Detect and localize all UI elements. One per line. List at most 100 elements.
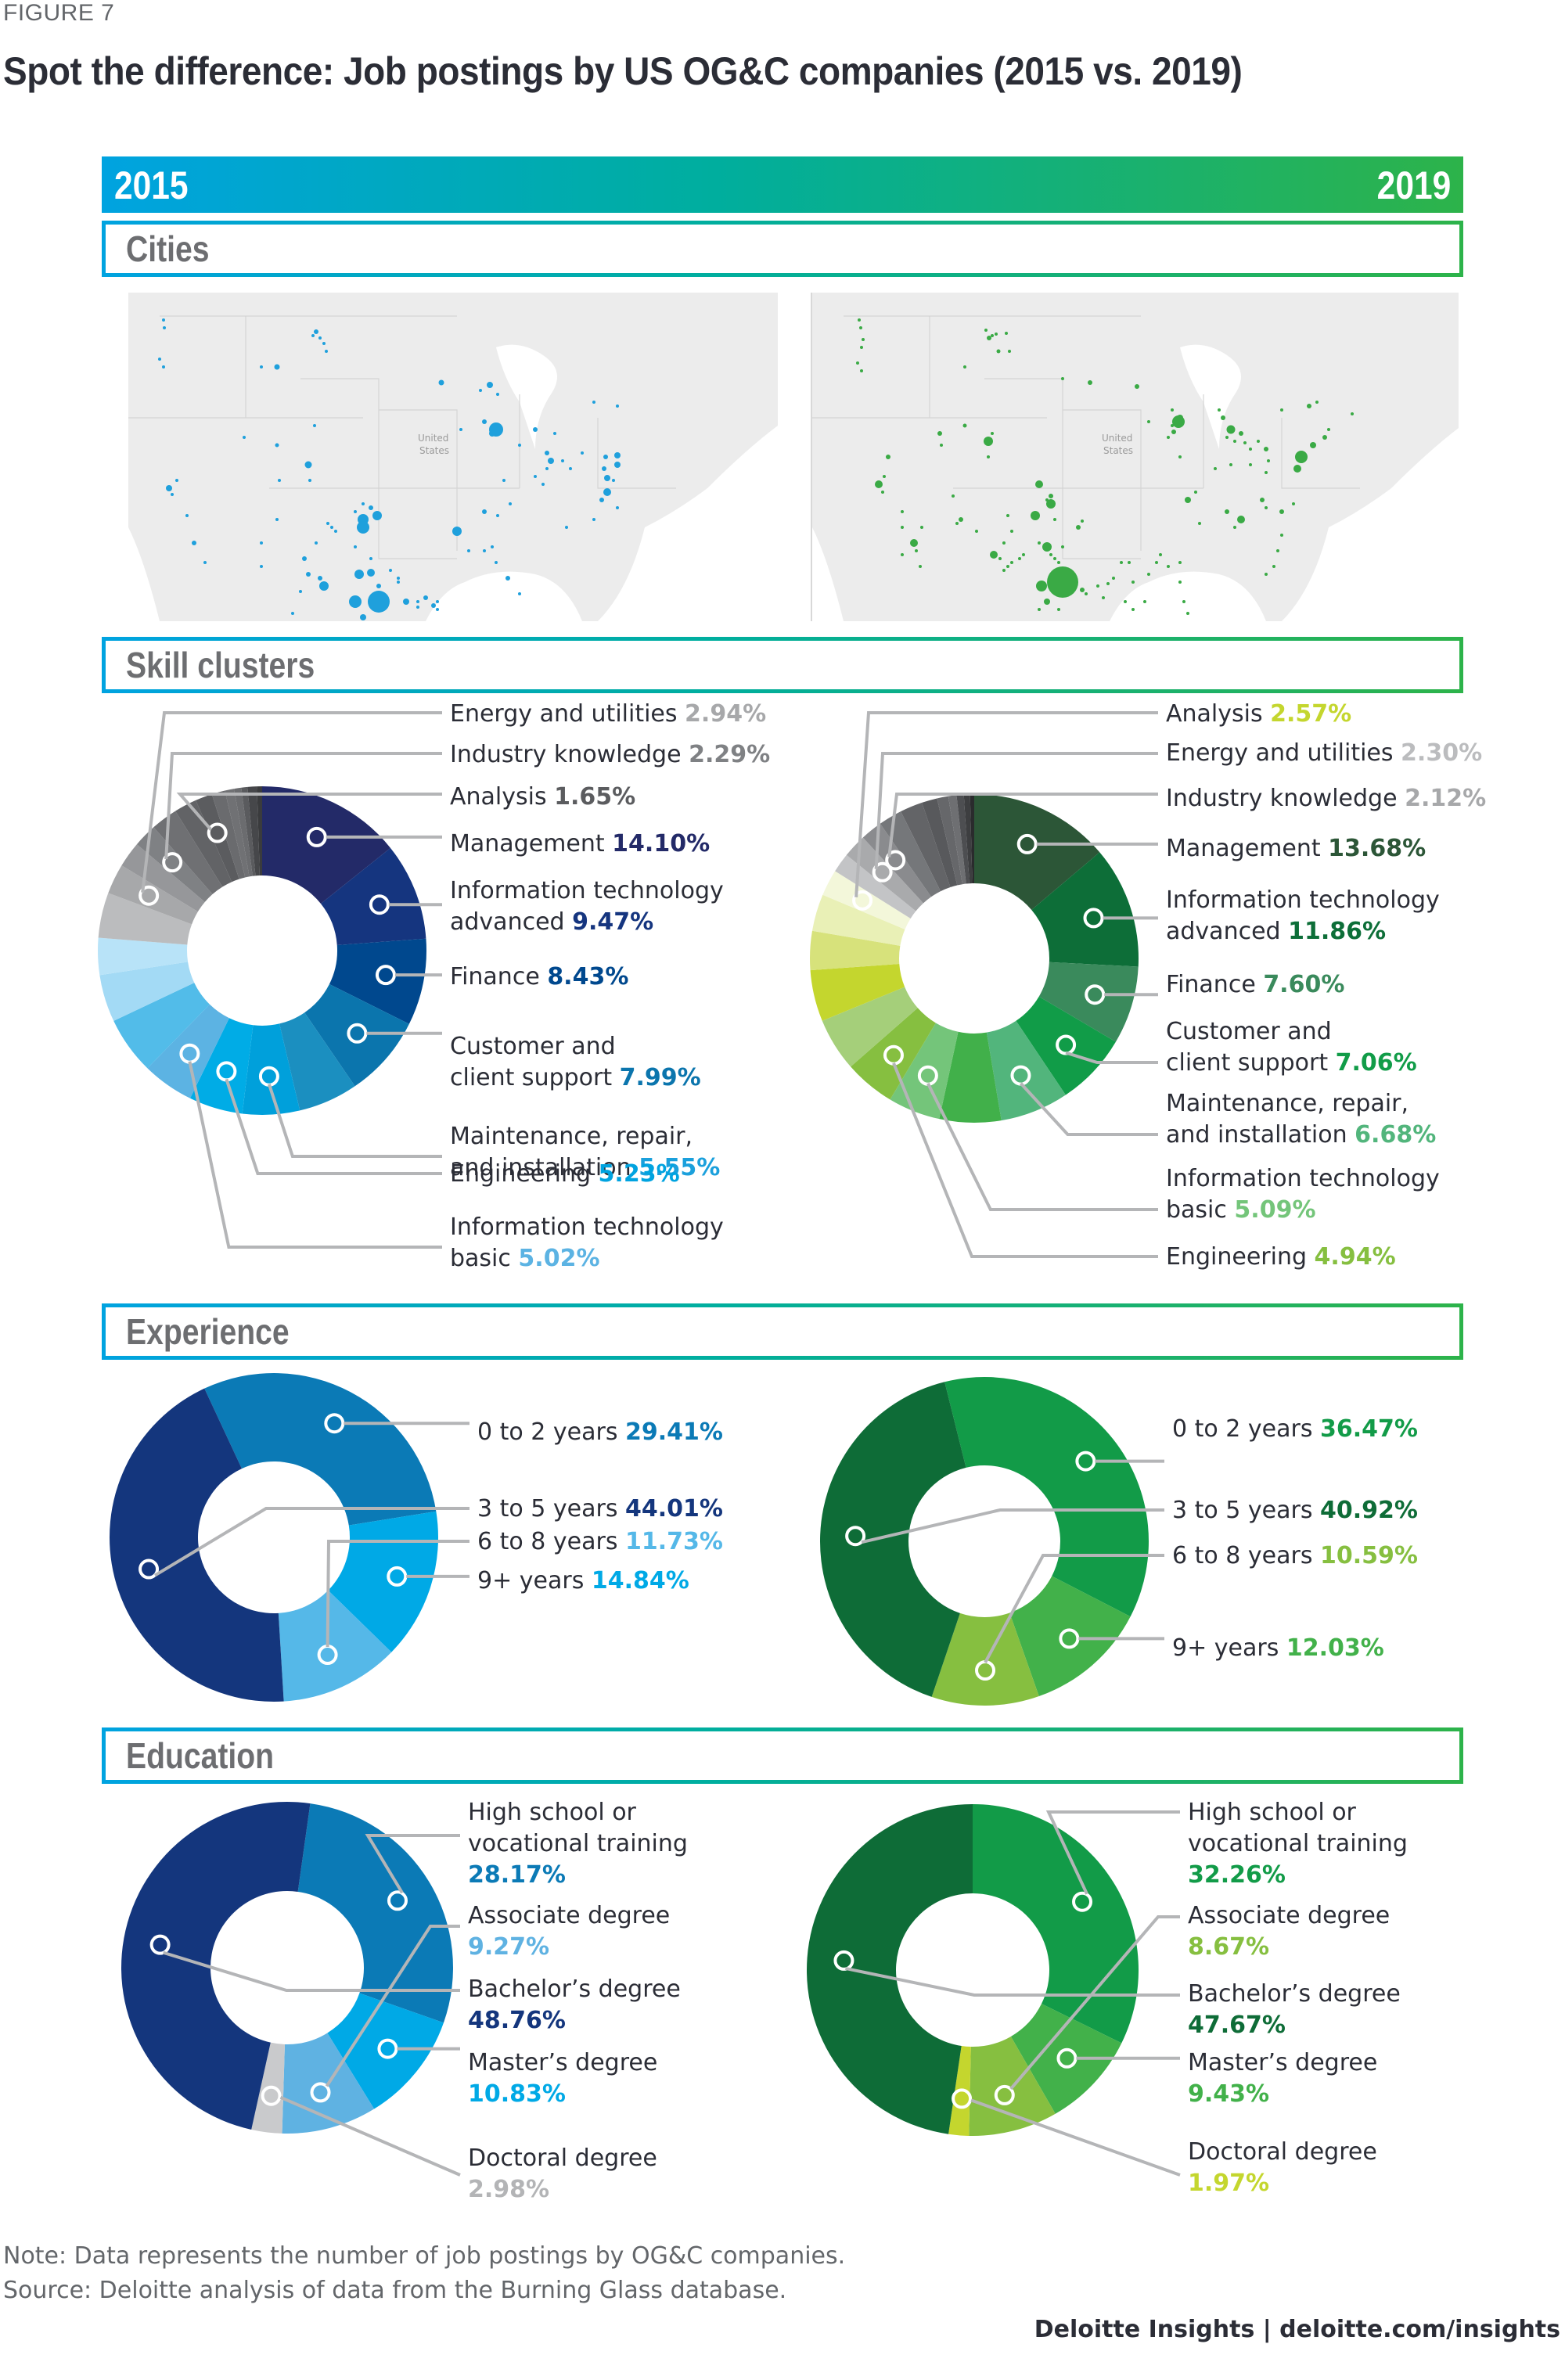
city-bubble xyxy=(565,526,568,529)
donut-slice xyxy=(225,789,250,878)
legend-label-line: vocational training xyxy=(468,1830,688,1857)
city-bubble xyxy=(1243,441,1247,444)
city-bubble xyxy=(354,510,357,513)
section-header-skills: Skill clusters xyxy=(102,637,1463,693)
city-bubble xyxy=(369,557,372,560)
donut-slice xyxy=(108,865,198,925)
city-bubble xyxy=(1267,459,1270,462)
donut-slice xyxy=(147,1004,229,1098)
city-bubble xyxy=(1185,497,1191,503)
slice-marker xyxy=(852,890,873,911)
legend-value: 5.02% xyxy=(518,1245,599,1272)
city-bubble xyxy=(166,485,172,491)
donut-slice xyxy=(944,1376,1149,1617)
legend-label: 9+ years 12.03% xyxy=(1172,1634,1384,1662)
donut-slice xyxy=(98,937,189,976)
city-bubble xyxy=(919,565,922,568)
slice-marker xyxy=(324,1413,345,1434)
city-bubble xyxy=(858,318,861,322)
leader-line xyxy=(163,1950,460,1992)
legend-label: 0 to 2 years 36.47% xyxy=(1172,1415,1418,1443)
city-bubble xyxy=(260,541,263,545)
legend-label-line: 9+ years xyxy=(477,1567,592,1594)
donut-slice xyxy=(153,811,223,894)
map-ocean-east xyxy=(598,426,778,621)
city-bubble xyxy=(604,475,610,481)
legend-label-line: Master’s degree xyxy=(468,2049,657,2076)
city-bubble xyxy=(1053,557,1056,560)
city-bubble xyxy=(1080,588,1085,592)
city-bubble xyxy=(875,480,883,488)
city-bubble xyxy=(403,599,409,605)
city-bubble xyxy=(505,576,510,581)
legend-label: Information technology advanced 9.47% xyxy=(450,877,724,936)
city-bubble xyxy=(998,557,1002,560)
map-country-label: United xyxy=(418,433,448,444)
map-ocean-west xyxy=(812,527,844,621)
donut-slice xyxy=(99,962,195,1021)
leader-line xyxy=(267,1084,442,1158)
city-bubble xyxy=(614,452,621,458)
year-2015-label: 2015 xyxy=(114,164,189,207)
city-bubble xyxy=(603,455,608,459)
city-bubble xyxy=(423,595,428,600)
city-bubble xyxy=(901,510,904,513)
legend-label-line: Industry knowledge xyxy=(450,741,689,768)
donut-slice xyxy=(807,1804,973,2134)
donut-slice xyxy=(901,802,951,892)
city-bubble xyxy=(856,361,859,365)
legend-label: 6 to 8 years 10.59% xyxy=(1172,1542,1418,1569)
city-bubble xyxy=(1276,549,1279,552)
footnote-note: Note: Data represents the number of job … xyxy=(3,2242,846,2270)
leader-line xyxy=(874,752,1158,869)
leader-line xyxy=(926,1082,1158,1211)
city-bubble xyxy=(349,595,362,608)
city-bubble xyxy=(1002,541,1006,545)
legend-label-line: Energy and utilities xyxy=(1166,739,1401,767)
legend-label: High school or vocational training 32.26% xyxy=(1188,1799,1408,1889)
section-header-education: Education xyxy=(102,1727,1463,1784)
city-bubble xyxy=(1171,430,1176,434)
city-bubble xyxy=(915,549,918,552)
city-bubble xyxy=(319,581,329,591)
city-bubble xyxy=(991,432,994,435)
donut-slice xyxy=(948,795,966,885)
city-bubble xyxy=(1085,592,1088,595)
donut-slice xyxy=(175,800,232,887)
city-bubble xyxy=(1046,499,1056,509)
city-bubble xyxy=(479,389,482,392)
legend-label-line: advanced xyxy=(450,908,572,936)
legend-label-line: client support xyxy=(450,1064,620,1091)
leader-line xyxy=(984,1554,1164,1663)
legend-value: 1.97% xyxy=(1188,2170,1269,2197)
city-bubble xyxy=(1159,553,1162,556)
city-bubble xyxy=(1225,436,1229,439)
city-bubble xyxy=(1008,350,1011,353)
figure-label: FIGURE 7 xyxy=(3,0,115,26)
donut-slice xyxy=(974,794,1100,910)
map-border-line xyxy=(1063,409,1142,488)
city-bubble xyxy=(397,577,400,580)
city-bubble xyxy=(1225,509,1229,514)
city-bubble xyxy=(952,494,955,498)
legend-label-line: Associate degree xyxy=(1188,1902,1390,1929)
legend-value: 11.86% xyxy=(1288,918,1386,945)
city-bubble xyxy=(397,581,400,584)
donut-slice xyxy=(922,798,958,887)
legend-label-line: vocational training xyxy=(1188,1830,1408,1857)
city-bubble xyxy=(416,606,419,609)
donut-slice xyxy=(820,1382,966,1697)
city-bubble xyxy=(886,455,890,459)
legend-value: 9.27% xyxy=(468,1933,549,1961)
slice-marker xyxy=(139,885,160,906)
city-bubble xyxy=(1018,557,1021,560)
city-bubble xyxy=(372,511,382,520)
legend-label-line: client support xyxy=(1166,1049,1336,1077)
slice-marker xyxy=(845,1526,866,1547)
city-bubble xyxy=(614,462,621,468)
legend-label-line: advanced xyxy=(1166,918,1288,945)
city-bubble xyxy=(1178,561,1182,564)
city-bubble xyxy=(616,506,619,509)
city-bubble xyxy=(1315,401,1319,404)
legend-label: Associate degree 8.67% xyxy=(1188,1902,1390,1961)
